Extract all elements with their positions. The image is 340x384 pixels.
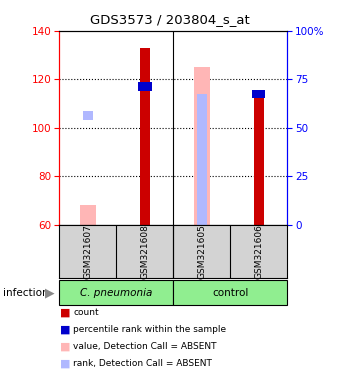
Text: C. pneumonia: C. pneumonia: [80, 288, 153, 298]
Bar: [197, 94, 207, 225]
Bar: [83, 111, 92, 120]
Text: rank, Detection Call = ABSENT: rank, Detection Call = ABSENT: [73, 359, 212, 368]
Bar: [59, 280, 173, 305]
Text: GSM321606: GSM321606: [254, 224, 263, 279]
Bar: [173, 280, 287, 305]
Bar: [194, 67, 210, 225]
Text: control: control: [212, 288, 249, 298]
Text: ■: ■: [59, 342, 70, 352]
Text: GSM321608: GSM321608: [140, 224, 149, 279]
Text: GSM321607: GSM321607: [84, 224, 92, 279]
Text: infection: infection: [3, 288, 49, 298]
Text: ▶: ▶: [45, 286, 54, 299]
Bar: [138, 82, 152, 91]
Text: ■: ■: [59, 359, 70, 369]
Text: percentile rank within the sample: percentile rank within the sample: [73, 325, 226, 334]
Text: GDS3573 / 203804_s_at: GDS3573 / 203804_s_at: [90, 13, 250, 26]
Bar: [254, 96, 264, 225]
Text: GSM321605: GSM321605: [198, 224, 206, 279]
Text: value, Detection Call = ABSENT: value, Detection Call = ABSENT: [73, 342, 217, 351]
Bar: [140, 48, 150, 225]
Text: ■: ■: [59, 308, 70, 318]
Text: ■: ■: [59, 325, 70, 335]
Text: count: count: [73, 308, 99, 318]
Bar: [80, 205, 96, 225]
Bar: [252, 89, 266, 98]
